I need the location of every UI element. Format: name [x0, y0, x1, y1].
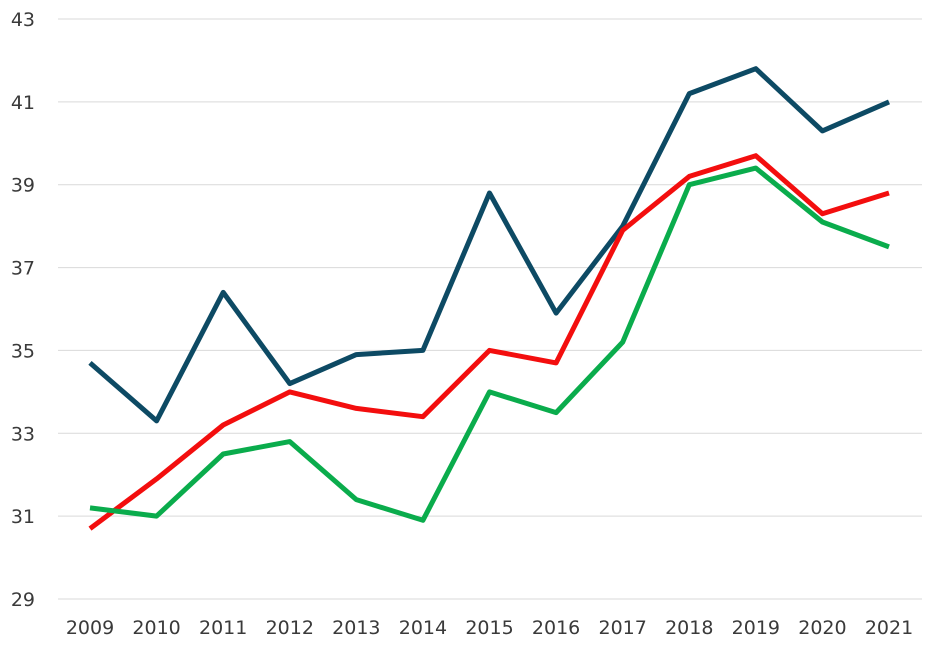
series-lines	[88, 66, 890, 531]
x-tick-label-2015: 2015	[465, 617, 513, 639]
x-tick-label-2017: 2017	[598, 617, 646, 639]
x-tick-label-2011: 2011	[199, 617, 247, 639]
x-tick-label-2009: 2009	[66, 617, 114, 639]
x-tick-label-2019: 2019	[732, 617, 780, 639]
y-tick-label-35: 35	[11, 340, 35, 362]
y-tick-label-41: 41	[11, 92, 35, 114]
x-tick-label-2013: 2013	[332, 617, 380, 639]
y-axis-tick-labels: 29 31 33 35 37 39 41 43	[11, 9, 35, 611]
series-line-2	[88, 153, 890, 531]
y-tick-label-37: 37	[11, 258, 35, 280]
x-tick-label-2021: 2021	[865, 617, 913, 639]
y-tick-label-39: 39	[11, 175, 35, 197]
x-axis-tick-labels: 2009 2010 2011 2012 2013 2014 2015 2016 2017 2018…	[66, 617, 913, 639]
series-line-1	[88, 66, 890, 424]
x-tick-label-2020: 2020	[798, 617, 846, 639]
y-tick-label-29: 29	[11, 589, 35, 611]
x-tick-label-2014: 2014	[399, 617, 447, 639]
y-tick-label-33: 33	[11, 423, 35, 445]
y-tick-label-43: 43	[11, 9, 35, 31]
x-tick-label-2016: 2016	[532, 617, 580, 639]
y-tick-label-31: 31	[11, 506, 35, 528]
x-tick-label-2018: 2018	[665, 617, 713, 639]
gridlines	[58, 18, 922, 600]
series-line-3	[89, 165, 890, 523]
x-tick-label-2012: 2012	[266, 617, 314, 639]
x-tick-label-2010: 2010	[132, 617, 180, 639]
